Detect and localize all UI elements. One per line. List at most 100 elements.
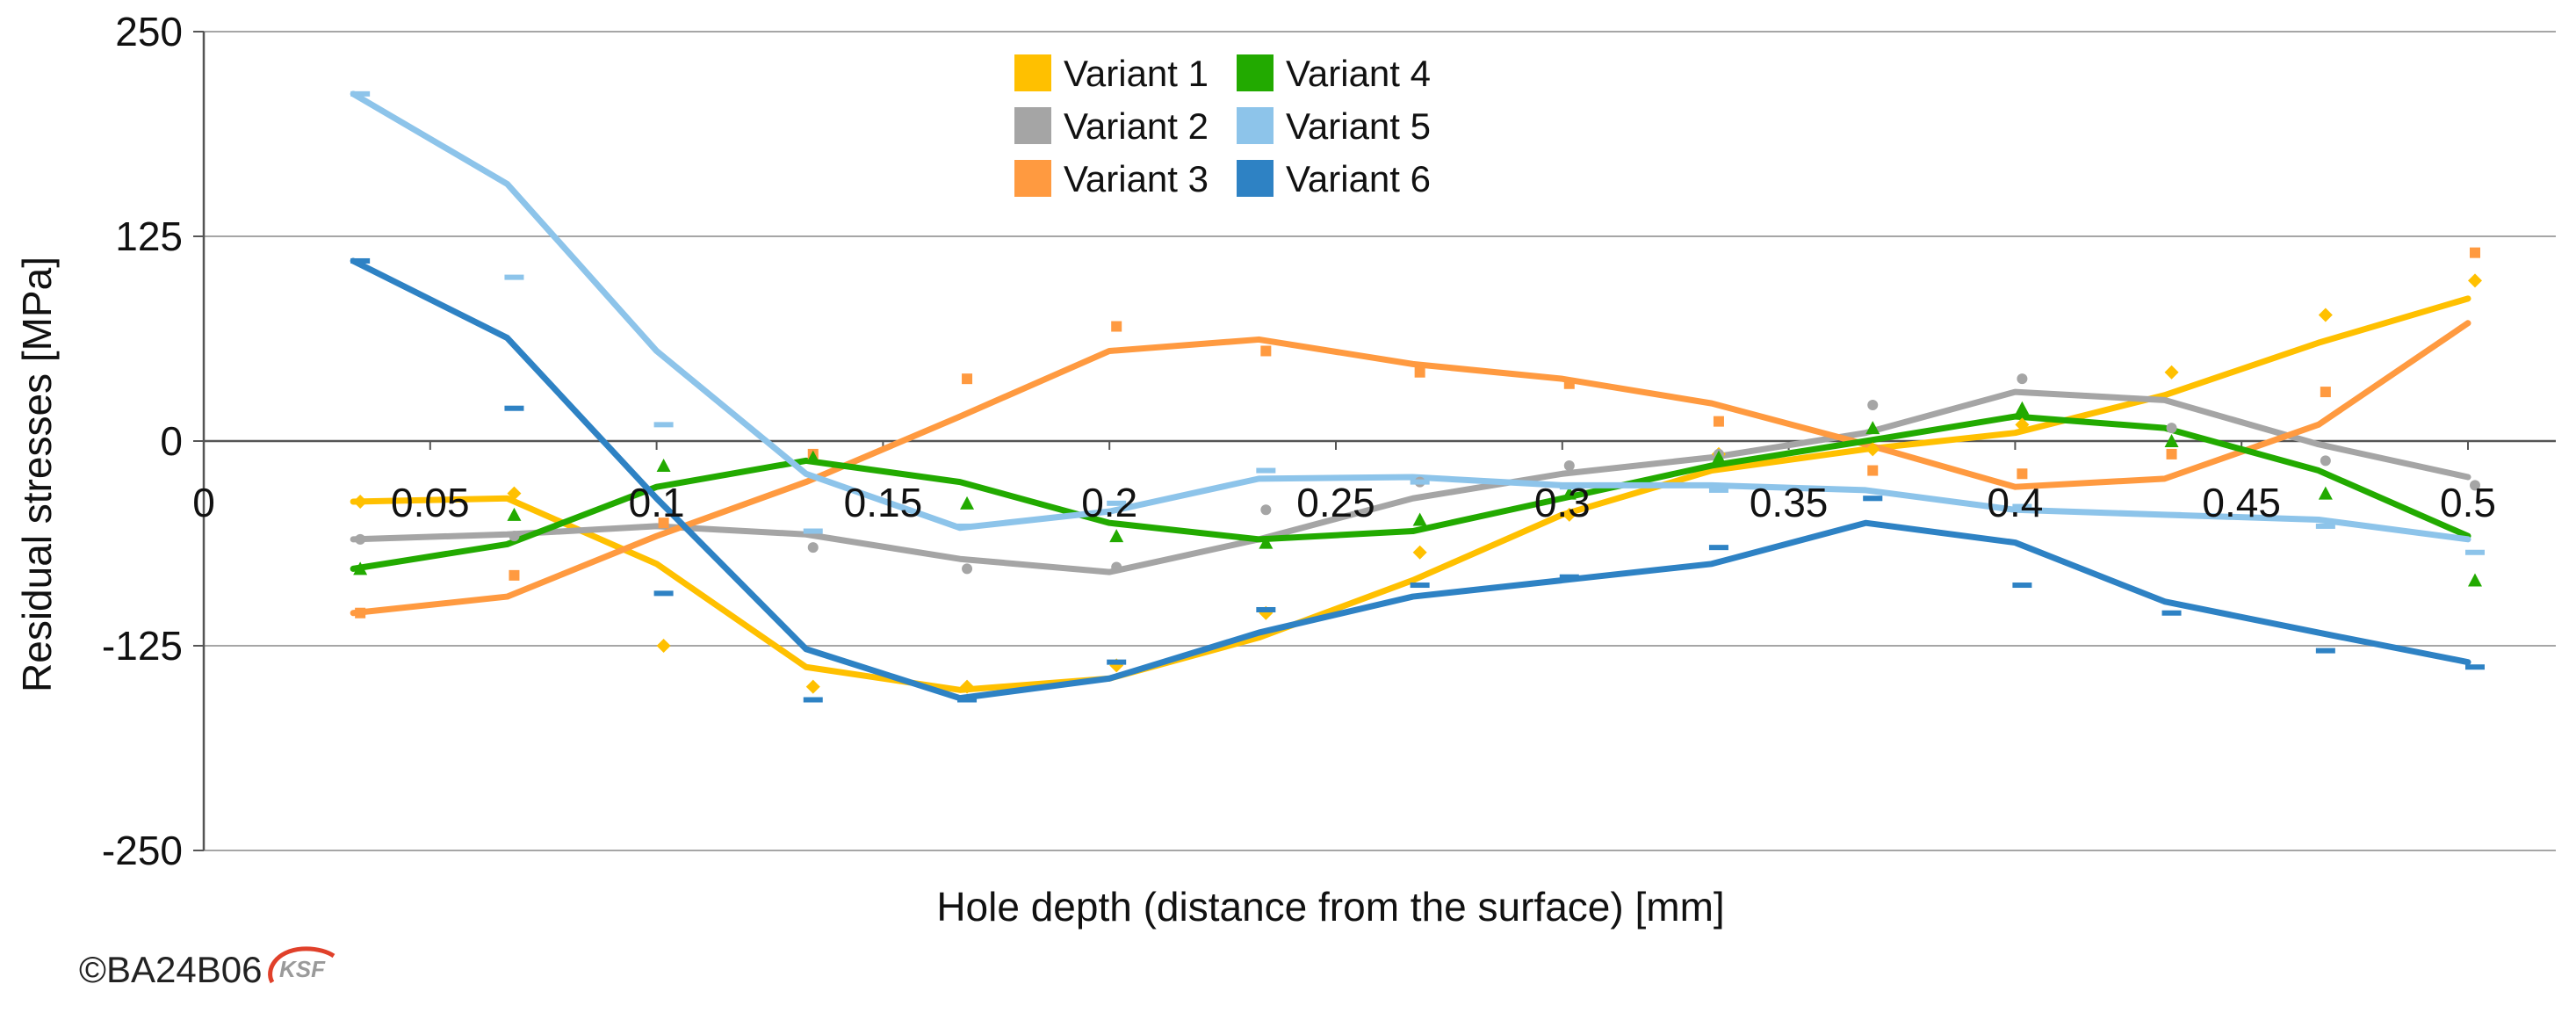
- legend-label-variant-1: Variant 1: [1064, 53, 1209, 94]
- legend-label-variant-4: Variant 4: [1286, 53, 1431, 94]
- data-point-variant-4-11: [1865, 421, 1880, 435]
- series-line-variant-2: [350, 388, 2471, 575]
- data-point-variant-4-1: [353, 561, 368, 575]
- x-axis-title: Hole depth (distance from the surface) […: [936, 884, 1724, 930]
- data-point-variant-4-6: [1109, 529, 1124, 543]
- series-line-variant-1: [350, 295, 2471, 693]
- x-tick-label-3: 0.15: [844, 480, 923, 525]
- data-point-variant-4-8: [1412, 512, 1427, 526]
- tick-labels: 0 0.05 0.1 0.15 0.2 0.25 0.3 0.35 0.4 0.45 0.5 250 1…: [102, 9, 2496, 873]
- data-point-variant-6-15: [2465, 664, 2485, 670]
- legend-swatch-variant-1: [1014, 54, 1051, 91]
- legend-label-variant-2: Variant 2: [1064, 105, 1209, 147]
- axes: [193, 31, 2556, 851]
- series-points: [350, 90, 2485, 703]
- x-tick-label-6: 0.3: [1534, 480, 1591, 525]
- series-line-variant-6: [350, 257, 2471, 702]
- data-point-variant-6-10: [1708, 545, 1728, 551]
- data-point-variant-2-15: [2470, 480, 2480, 491]
- y-tick-label-3: -125: [102, 623, 183, 669]
- data-point-variant-4-12: [2015, 401, 2030, 415]
- data-point-variant-5-8: [1410, 479, 1430, 485]
- data-point-variant-5-14: [2315, 523, 2335, 529]
- data-point-variant-1-5: [960, 679, 975, 694]
- data-point-variant-1-14: [2318, 308, 2333, 322]
- data-point-variant-6-5: [957, 697, 978, 703]
- data-point-variant-5-4: [803, 528, 823, 534]
- data-point-variant-4-14: [2318, 486, 2333, 500]
- x-tick-label-7: 0.35: [1750, 480, 1829, 525]
- data-point-variant-3-9: [1563, 378, 1575, 389]
- data-point-variant-3-2: [509, 569, 520, 581]
- data-point-variant-1-8: [1412, 545, 1427, 560]
- data-point-variant-3-11: [1867, 465, 1879, 476]
- data-point-variant-1-4: [805, 679, 820, 694]
- x-tick-label-2: 0.1: [629, 480, 685, 525]
- x-tick-label-9: 0.45: [2202, 480, 2281, 525]
- gridlines: [204, 31, 2556, 851]
- data-point-variant-5-2: [504, 274, 524, 280]
- series-line-variant-5: [350, 90, 2471, 543]
- data-point-variant-5-7: [1256, 467, 1276, 474]
- data-point-variant-6-4: [803, 697, 823, 703]
- data-point-variant-4-4: [805, 450, 820, 464]
- legend-label-variant-3: Variant 3: [1064, 158, 1209, 199]
- data-point-variant-6-7: [1256, 606, 1276, 612]
- data-point-variant-4-13: [2164, 434, 2179, 447]
- data-point-variant-6-2: [504, 405, 524, 411]
- data-point-variant-6-13: [2161, 610, 2182, 616]
- data-point-variant-5-10: [1708, 487, 1728, 493]
- data-point-variant-5-15: [2465, 549, 2485, 555]
- data-point-variant-3-1: [355, 607, 366, 619]
- data-point-variant-5-5: [957, 523, 978, 529]
- data-point-variant-1-12: [2015, 417, 2030, 432]
- x-tick-label-1: 0.05: [391, 480, 470, 525]
- x-tick-label-8: 0.4: [1987, 480, 2043, 525]
- data-point-variant-2-11: [1867, 399, 1879, 410]
- data-point-variant-6-3: [653, 590, 674, 597]
- data-point-variant-1-15: [2468, 273, 2482, 288]
- data-point-variant-3-12: [2017, 468, 2028, 480]
- data-point-variant-3-15: [2470, 247, 2480, 258]
- x-tick-label-5: 0.25: [1296, 480, 1375, 525]
- legend: Variant 1 Variant 2 Variant 3 Variant 4 Vari…: [1014, 53, 1431, 199]
- data-point-variant-1-11: [1865, 442, 1880, 457]
- copyright-text: ©BA24B06: [79, 949, 263, 990]
- data-point-variant-6-11: [1863, 496, 1883, 502]
- data-point-variant-2-6: [1111, 561, 1122, 573]
- data-point-variant-6-8: [1410, 582, 1430, 589]
- data-point-variant-6-12: [2012, 582, 2032, 589]
- data-point-variant-2-2: [509, 531, 520, 542]
- y-tick-label-1: 125: [115, 213, 183, 259]
- legend-swatch-variant-2: [1014, 107, 1051, 144]
- data-point-variant-5-3: [653, 422, 674, 428]
- data-point-variant-5-9: [1559, 484, 1579, 490]
- data-point-variant-1-3: [656, 639, 671, 653]
- data-point-variant-6-14: [2315, 648, 2335, 654]
- legend-label-variant-6: Variant 6: [1286, 158, 1431, 199]
- data-point-variant-4-10: [1711, 450, 1726, 464]
- data-point-variant-4-2: [507, 507, 522, 521]
- data-point-variant-3-6: [1111, 321, 1122, 332]
- data-point-variant-5-6: [1107, 500, 1127, 506]
- data-point-variant-4-3: [656, 458, 671, 472]
- data-point-variant-3-5: [962, 373, 973, 385]
- data-point-variant-2-5: [962, 563, 973, 575]
- data-point-variant-3-13: [2166, 448, 2177, 459]
- data-point-variant-4-7: [1259, 535, 1274, 549]
- series-lines: [350, 90, 2471, 702]
- y-axis-title: Residual stresses [MPa]: [14, 257, 60, 692]
- data-point-variant-6-1: [350, 257, 371, 264]
- data-point-variant-6-9: [1559, 574, 1579, 580]
- legend-swatch-variant-3: [1014, 160, 1051, 197]
- data-point-variant-2-1: [355, 533, 366, 545]
- data-point-variant-5-12: [2012, 503, 2032, 510]
- data-point-variant-2-14: [2320, 455, 2331, 467]
- data-point-variant-1-2: [507, 486, 522, 501]
- data-point-variant-6-6: [1107, 659, 1127, 665]
- legend-swatch-variant-6: [1237, 160, 1274, 197]
- series-line-variant-3: [350, 320, 2471, 617]
- data-point-variant-1-9: [1562, 507, 1577, 522]
- x-tick-label-0: 0: [192, 480, 215, 525]
